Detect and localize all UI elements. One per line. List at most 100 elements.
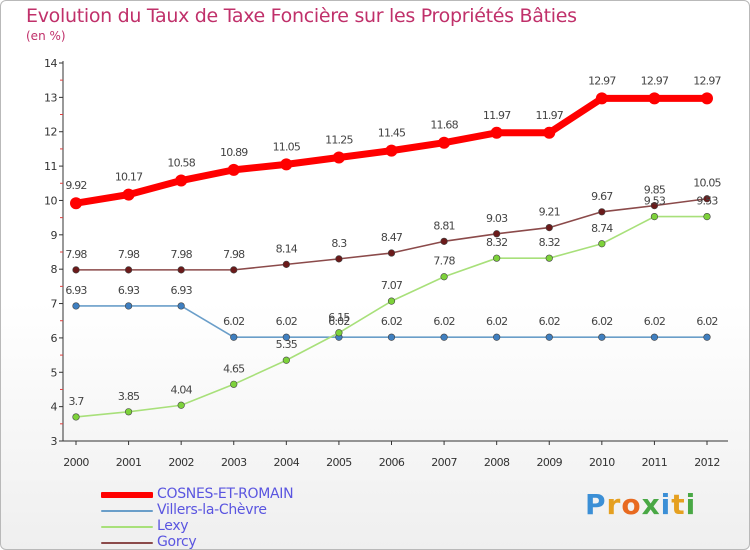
- legend-label: Lexy: [157, 518, 189, 534]
- data-point: [440, 333, 448, 341]
- data-point: [72, 302, 80, 310]
- data-label: 11.97: [483, 109, 511, 122]
- data-label: 7.98: [118, 248, 140, 261]
- data-label: 6.93: [171, 284, 193, 297]
- data-point: [332, 151, 345, 164]
- data-label: 12.97: [641, 74, 669, 87]
- logo-letter: r: [606, 488, 622, 521]
- data-label: 10.89: [220, 146, 248, 159]
- data-point: [70, 197, 82, 210]
- data-point: [230, 266, 238, 274]
- data-point: [72, 266, 80, 274]
- data-point: [227, 163, 240, 176]
- data-label: 6.02: [223, 315, 244, 328]
- data-point: [545, 254, 553, 262]
- data-label: 12.97: [693, 74, 721, 87]
- data-point: [545, 224, 553, 232]
- y-tick-label: 7: [51, 298, 58, 311]
- data-label: 4.65: [223, 362, 245, 375]
- data-label: 3.7: [68, 395, 84, 408]
- data-label: 8.3: [331, 237, 347, 250]
- data-label: 8.47: [381, 231, 403, 244]
- data-label: 5.35: [276, 338, 298, 351]
- logo-letter: i: [660, 488, 672, 521]
- data-label: 6.02: [486, 315, 507, 328]
- data-point: [124, 302, 133, 310]
- data-label: 8.32: [539, 236, 560, 249]
- data-point: [650, 202, 659, 210]
- data-label: 9.92: [65, 179, 86, 192]
- legend-swatch: [101, 510, 153, 512]
- data-label: 3.85: [118, 390, 140, 403]
- data-label: 9.85: [644, 184, 666, 197]
- proxiti-logo: Proxiti: [585, 488, 696, 521]
- x-tick-label: 2003: [221, 456, 247, 469]
- logo-letter: o: [621, 488, 642, 521]
- data-label: 7.07: [381, 279, 403, 292]
- legend-label: Gorcy: [157, 534, 197, 550]
- y-tick-label: 4: [51, 401, 58, 414]
- data-label: 6.15: [328, 311, 350, 324]
- data-label: 6.02: [381, 315, 402, 328]
- y-tick-label: 13: [44, 91, 57, 104]
- logo-letter: x: [641, 488, 661, 521]
- data-label: 7.98: [171, 248, 193, 261]
- y-tick-label: 8: [51, 263, 58, 276]
- data-point: [282, 333, 290, 341]
- data-point: [490, 126, 503, 139]
- data-point: [703, 195, 711, 203]
- x-tick-label: 2011: [642, 456, 668, 469]
- data-label: 8.74: [591, 222, 613, 235]
- data-point: [230, 333, 238, 341]
- y-tick-label: 12: [44, 126, 57, 139]
- data-point: [598, 333, 606, 341]
- data-point: [438, 136, 451, 149]
- data-point: [385, 144, 398, 157]
- data-label: 10.05: [693, 177, 721, 190]
- data-point: [124, 266, 133, 274]
- data-label: 7.98: [223, 248, 245, 261]
- data-point: [387, 297, 396, 305]
- data-label: 7.78: [433, 255, 455, 268]
- x-tick-label: 2001: [116, 456, 142, 469]
- data-label: 12.97: [588, 74, 616, 87]
- data-point: [598, 240, 606, 248]
- data-label: 4.04: [171, 383, 193, 396]
- data-point: [177, 401, 185, 409]
- data-label: 9.03: [486, 212, 508, 225]
- x-tick-label: 2012: [694, 456, 720, 469]
- data-label: 6.02: [591, 315, 612, 328]
- x-tick-label: 2002: [168, 456, 194, 469]
- x-tick-label: 2006: [379, 456, 405, 469]
- data-label: 11.25: [325, 134, 353, 147]
- x-tick-label: 2008: [484, 456, 510, 469]
- logo-letter: P: [585, 488, 607, 521]
- data-point: [493, 333, 501, 341]
- data-point: [335, 255, 343, 263]
- logo-letter: i: [685, 488, 697, 521]
- data-label: 6.93: [65, 284, 87, 297]
- data-point: [440, 237, 448, 245]
- data-point: [282, 260, 290, 268]
- y-tick-label: 5: [51, 366, 58, 379]
- data-label: 11.05: [273, 140, 301, 153]
- x-tick-label: 2005: [326, 456, 352, 469]
- data-point: [387, 249, 396, 257]
- data-label: 6.02: [539, 315, 560, 328]
- data-point: [650, 213, 659, 221]
- data-point: [598, 208, 606, 216]
- x-tick-label: 2007: [431, 456, 457, 469]
- data-label: 9.53: [696, 195, 718, 208]
- data-point: [543, 126, 556, 139]
- data-label: 7.98: [65, 248, 87, 261]
- data-point: [282, 356, 290, 364]
- x-tick-label: 2000: [63, 456, 89, 469]
- data-point: [703, 213, 711, 221]
- legend-label: COSNES-ET-ROMAIN: [157, 486, 294, 502]
- data-point: [230, 380, 238, 388]
- chart-title: Evolution du Taux de Taxe Foncière sur l…: [26, 5, 577, 27]
- data-label: 8.81: [433, 219, 454, 232]
- data-label: 10.17: [115, 171, 143, 184]
